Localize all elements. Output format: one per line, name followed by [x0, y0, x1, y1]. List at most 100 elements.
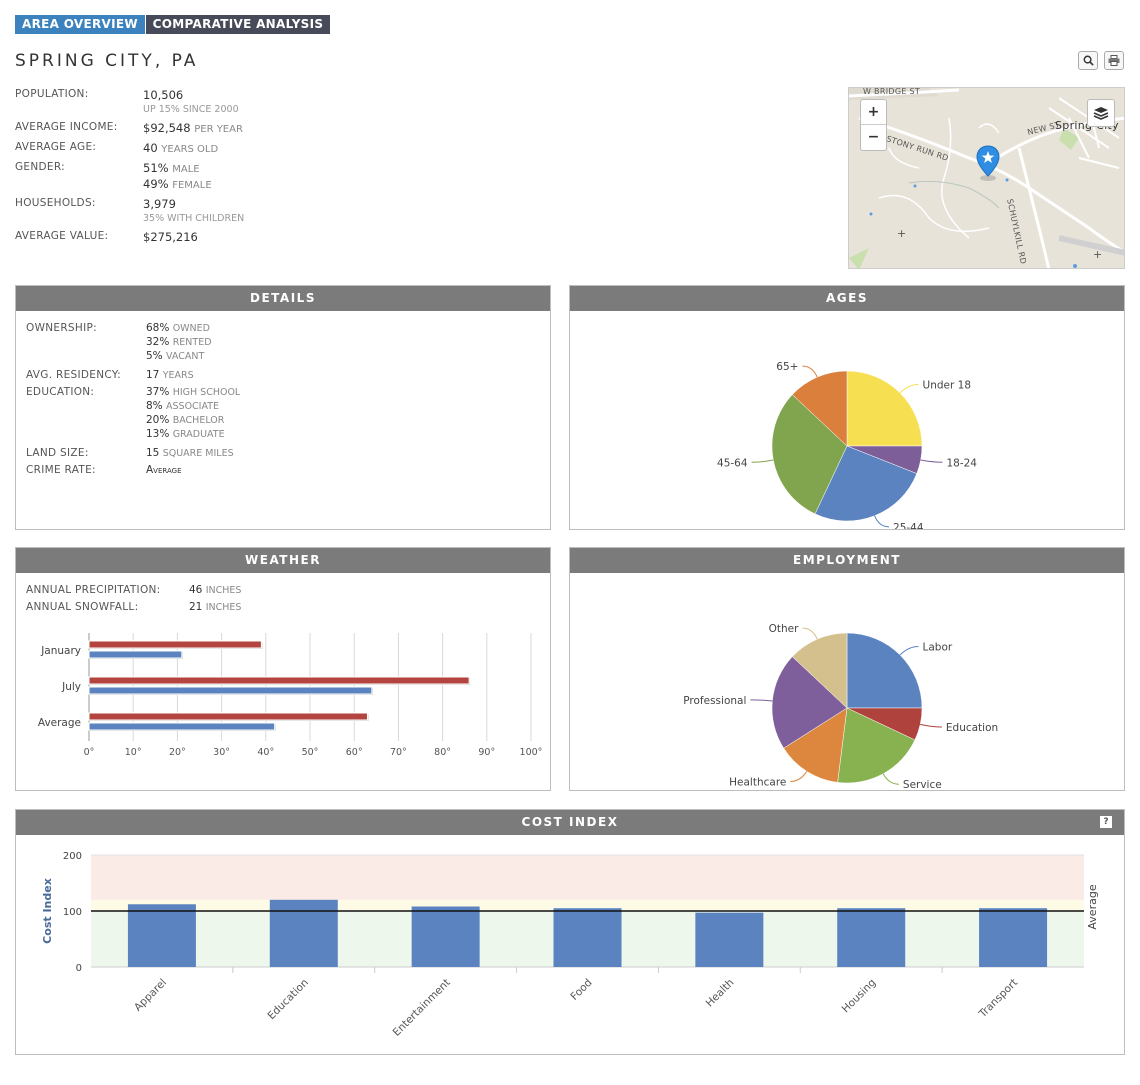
pie-connector-labor	[899, 645, 919, 656]
weather-bar-average-0	[88, 712, 368, 721]
cost-bar-apparel	[127, 904, 196, 967]
crime-label: CRIME RATE:	[26, 464, 96, 476]
income-label: AVERAGE INCOME:	[15, 121, 118, 133]
pie-label-labor: Labor	[923, 641, 953, 653]
precip-value: 46	[189, 584, 203, 596]
pie-label-professional: Professional	[683, 695, 746, 707]
pie-slice-other	[791, 632, 848, 709]
weather-tick-label: 50°	[302, 747, 319, 758]
ownership-label: OWNERSHIP:	[26, 322, 97, 334]
tab-bar: AREA OVERVIEW COMPARATIVE ANALYSIS	[15, 15, 330, 34]
pie-connector-other	[802, 627, 818, 640]
tab-area-overview[interactable]: AREA OVERVIEW	[15, 15, 145, 34]
bachelor-unit: BACHELOR	[172, 415, 225, 426]
residency-label: AVG. RESIDENCY:	[26, 369, 121, 381]
svg-text:+: +	[897, 227, 906, 240]
land-unit: SQUARE MILES	[162, 448, 234, 459]
cost-bar-education	[269, 899, 338, 967]
weather-bar-january-1	[88, 650, 183, 659]
cost-category-food: Food	[568, 977, 594, 1003]
weather-bar-july-0	[88, 676, 470, 685]
female-unit: FEMALE	[172, 180, 212, 191]
weather-tick-label: 60°	[346, 747, 363, 758]
value-label: AVERAGE VALUE:	[15, 230, 109, 242]
weather-bar-average-1	[88, 722, 276, 731]
cost-category-transport: Transport	[976, 977, 1020, 1021]
map-zoom-controls: + −	[860, 99, 887, 151]
precip-unit: INCHES	[205, 585, 242, 596]
pie-label-under-18: Under 18	[923, 379, 971, 391]
owned-unit: OWNED	[172, 323, 210, 334]
households-sub: 35% WITH CHILDREN	[143, 213, 245, 224]
cost-index-title: COST INDEX	[16, 810, 1124, 835]
weather-tick-label: 10°	[125, 747, 142, 758]
land-label: LAND SIZE:	[26, 447, 89, 459]
weather-tick-label: 40°	[257, 747, 274, 758]
zoom-out-button[interactable]: −	[867, 129, 880, 145]
ages-title: AGES	[570, 286, 1124, 311]
bachelor-value: 20%	[146, 414, 170, 426]
gender-label: GENDER:	[15, 161, 65, 173]
income-unit: PER YEAR	[194, 124, 243, 135]
pie-label-other: Other	[769, 623, 799, 635]
print-icon	[1108, 55, 1120, 66]
pie-connector-professional	[750, 699, 773, 702]
cost-bar-entertainment	[411, 906, 480, 967]
cost-index-panel: COST INDEX ? 0 100 200 Cost Index Average App…	[15, 809, 1125, 1055]
age-unit: YEARS OLD	[161, 144, 219, 155]
population-label: POPULATION:	[15, 88, 89, 100]
weather-category-average: Average	[38, 717, 81, 729]
education-row: EDUCATION: 37% HIGH SCHOOL 8% ASSOCIATE …	[26, 386, 550, 442]
associate-unit: ASSOCIATE	[166, 401, 220, 412]
pie-slice-under-18	[846, 370, 923, 447]
help-button[interactable]: ?	[1100, 816, 1112, 828]
value-row: AVERAGE VALUE: $275,216	[15, 230, 244, 244]
crime-row: CRIME RATE: Average	[26, 464, 550, 476]
location-marker-icon[interactable]	[974, 144, 1002, 182]
snow-row: ANNUAL SNOWFALL: 21 INCHES	[26, 601, 550, 613]
pie-label-service: Service	[903, 779, 942, 790]
male-value: 51%	[143, 161, 169, 175]
location-map[interactable]: + + W BRIDGE ST NEW ST Spring City STONY…	[848, 87, 1125, 269]
search-button[interactable]	[1078, 51, 1098, 70]
precip-row: ANNUAL PRECIPITATION: 46 INCHES	[26, 584, 550, 596]
rented-unit: RENTED	[172, 337, 212, 348]
cost-average-axis-label: Average	[1086, 884, 1099, 929]
crime-value: Average	[146, 464, 182, 476]
weather-tick-label: 0°	[84, 747, 95, 758]
weather-bar-january-0	[88, 640, 262, 649]
ages-panel: AGES Under 18 18-24 25-44 45-64 65+	[569, 285, 1125, 534]
income-value: $92,548	[143, 121, 191, 135]
weather-panel: WEATHER ANNUAL PRECIPITATION: 46 INCHES …	[15, 547, 551, 791]
education-label: EDUCATION:	[26, 386, 95, 398]
cost-bar-housing	[837, 908, 906, 967]
weather-tick-label: 20°	[169, 747, 186, 758]
cost-ytick-label: 100	[63, 907, 82, 918]
area-stats: POPULATION: 10,506 UP 15% SINCE 2000 AVE…	[15, 88, 244, 250]
tab-comparative-analysis[interactable]: COMPARATIVE ANALYSIS	[146, 15, 330, 34]
vacant-unit: VACANT	[166, 351, 205, 362]
pie-slice-labor	[846, 632, 923, 709]
pie-connector-18-24	[920, 459, 943, 463]
vacant-value: 5%	[146, 350, 163, 362]
map-layers-button[interactable]	[1087, 99, 1115, 127]
precip-label: ANNUAL PRECIPITATION:	[26, 584, 161, 596]
households-row: HOUSEHOLDS: 3,979 35% WITH CHILDREN	[15, 197, 244, 224]
households-value: 3,979	[143, 197, 176, 211]
pie-connector-65	[802, 365, 818, 378]
svg-text:+: +	[1093, 248, 1102, 261]
male-unit: MALE	[172, 164, 200, 175]
cost-bar-food	[553, 908, 622, 967]
pie-slice-25-44	[814, 445, 918, 522]
map-label-bridge: W BRIDGE ST	[863, 87, 921, 96]
age-row: AVERAGE AGE: 40 YEARS OLD	[15, 141, 244, 155]
cost-category-education: Education	[265, 977, 310, 1022]
snow-unit: INCHES	[205, 602, 242, 613]
age-label: AVERAGE AGE:	[15, 141, 97, 153]
print-button[interactable]	[1104, 51, 1124, 70]
zoom-in-button[interactable]: +	[861, 100, 886, 125]
cost-bar-health	[695, 912, 764, 967]
cost-ytick-label: 0	[76, 963, 82, 974]
weather-bar-chart: 0° 10° 20° 30° 40° 50° 60° 70° 80° 90° 100° January…	[38, 633, 542, 758]
cost-category-entertainment: Entertainment	[391, 977, 453, 1039]
